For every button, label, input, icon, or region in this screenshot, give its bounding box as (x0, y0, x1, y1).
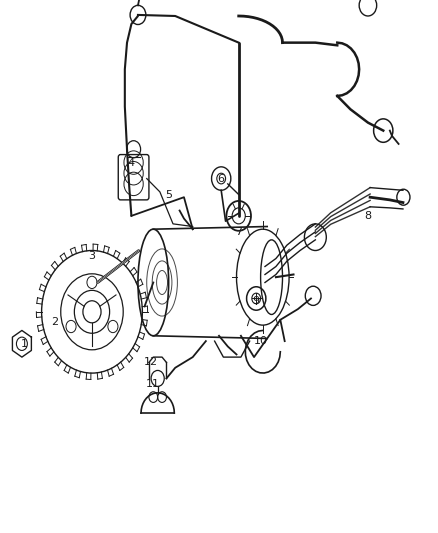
Text: 10: 10 (254, 336, 268, 346)
Text: 1: 1 (21, 339, 28, 349)
Text: 8: 8 (364, 211, 371, 221)
Text: 11: 11 (146, 379, 160, 389)
Text: 12: 12 (144, 358, 158, 367)
Text: 3: 3 (88, 251, 95, 261)
Text: 5: 5 (165, 190, 172, 199)
Text: 6: 6 (218, 174, 225, 183)
Text: 7: 7 (235, 227, 242, 237)
Text: 4: 4 (128, 158, 135, 167)
Text: 2: 2 (51, 318, 58, 327)
Text: 9: 9 (253, 296, 260, 306)
